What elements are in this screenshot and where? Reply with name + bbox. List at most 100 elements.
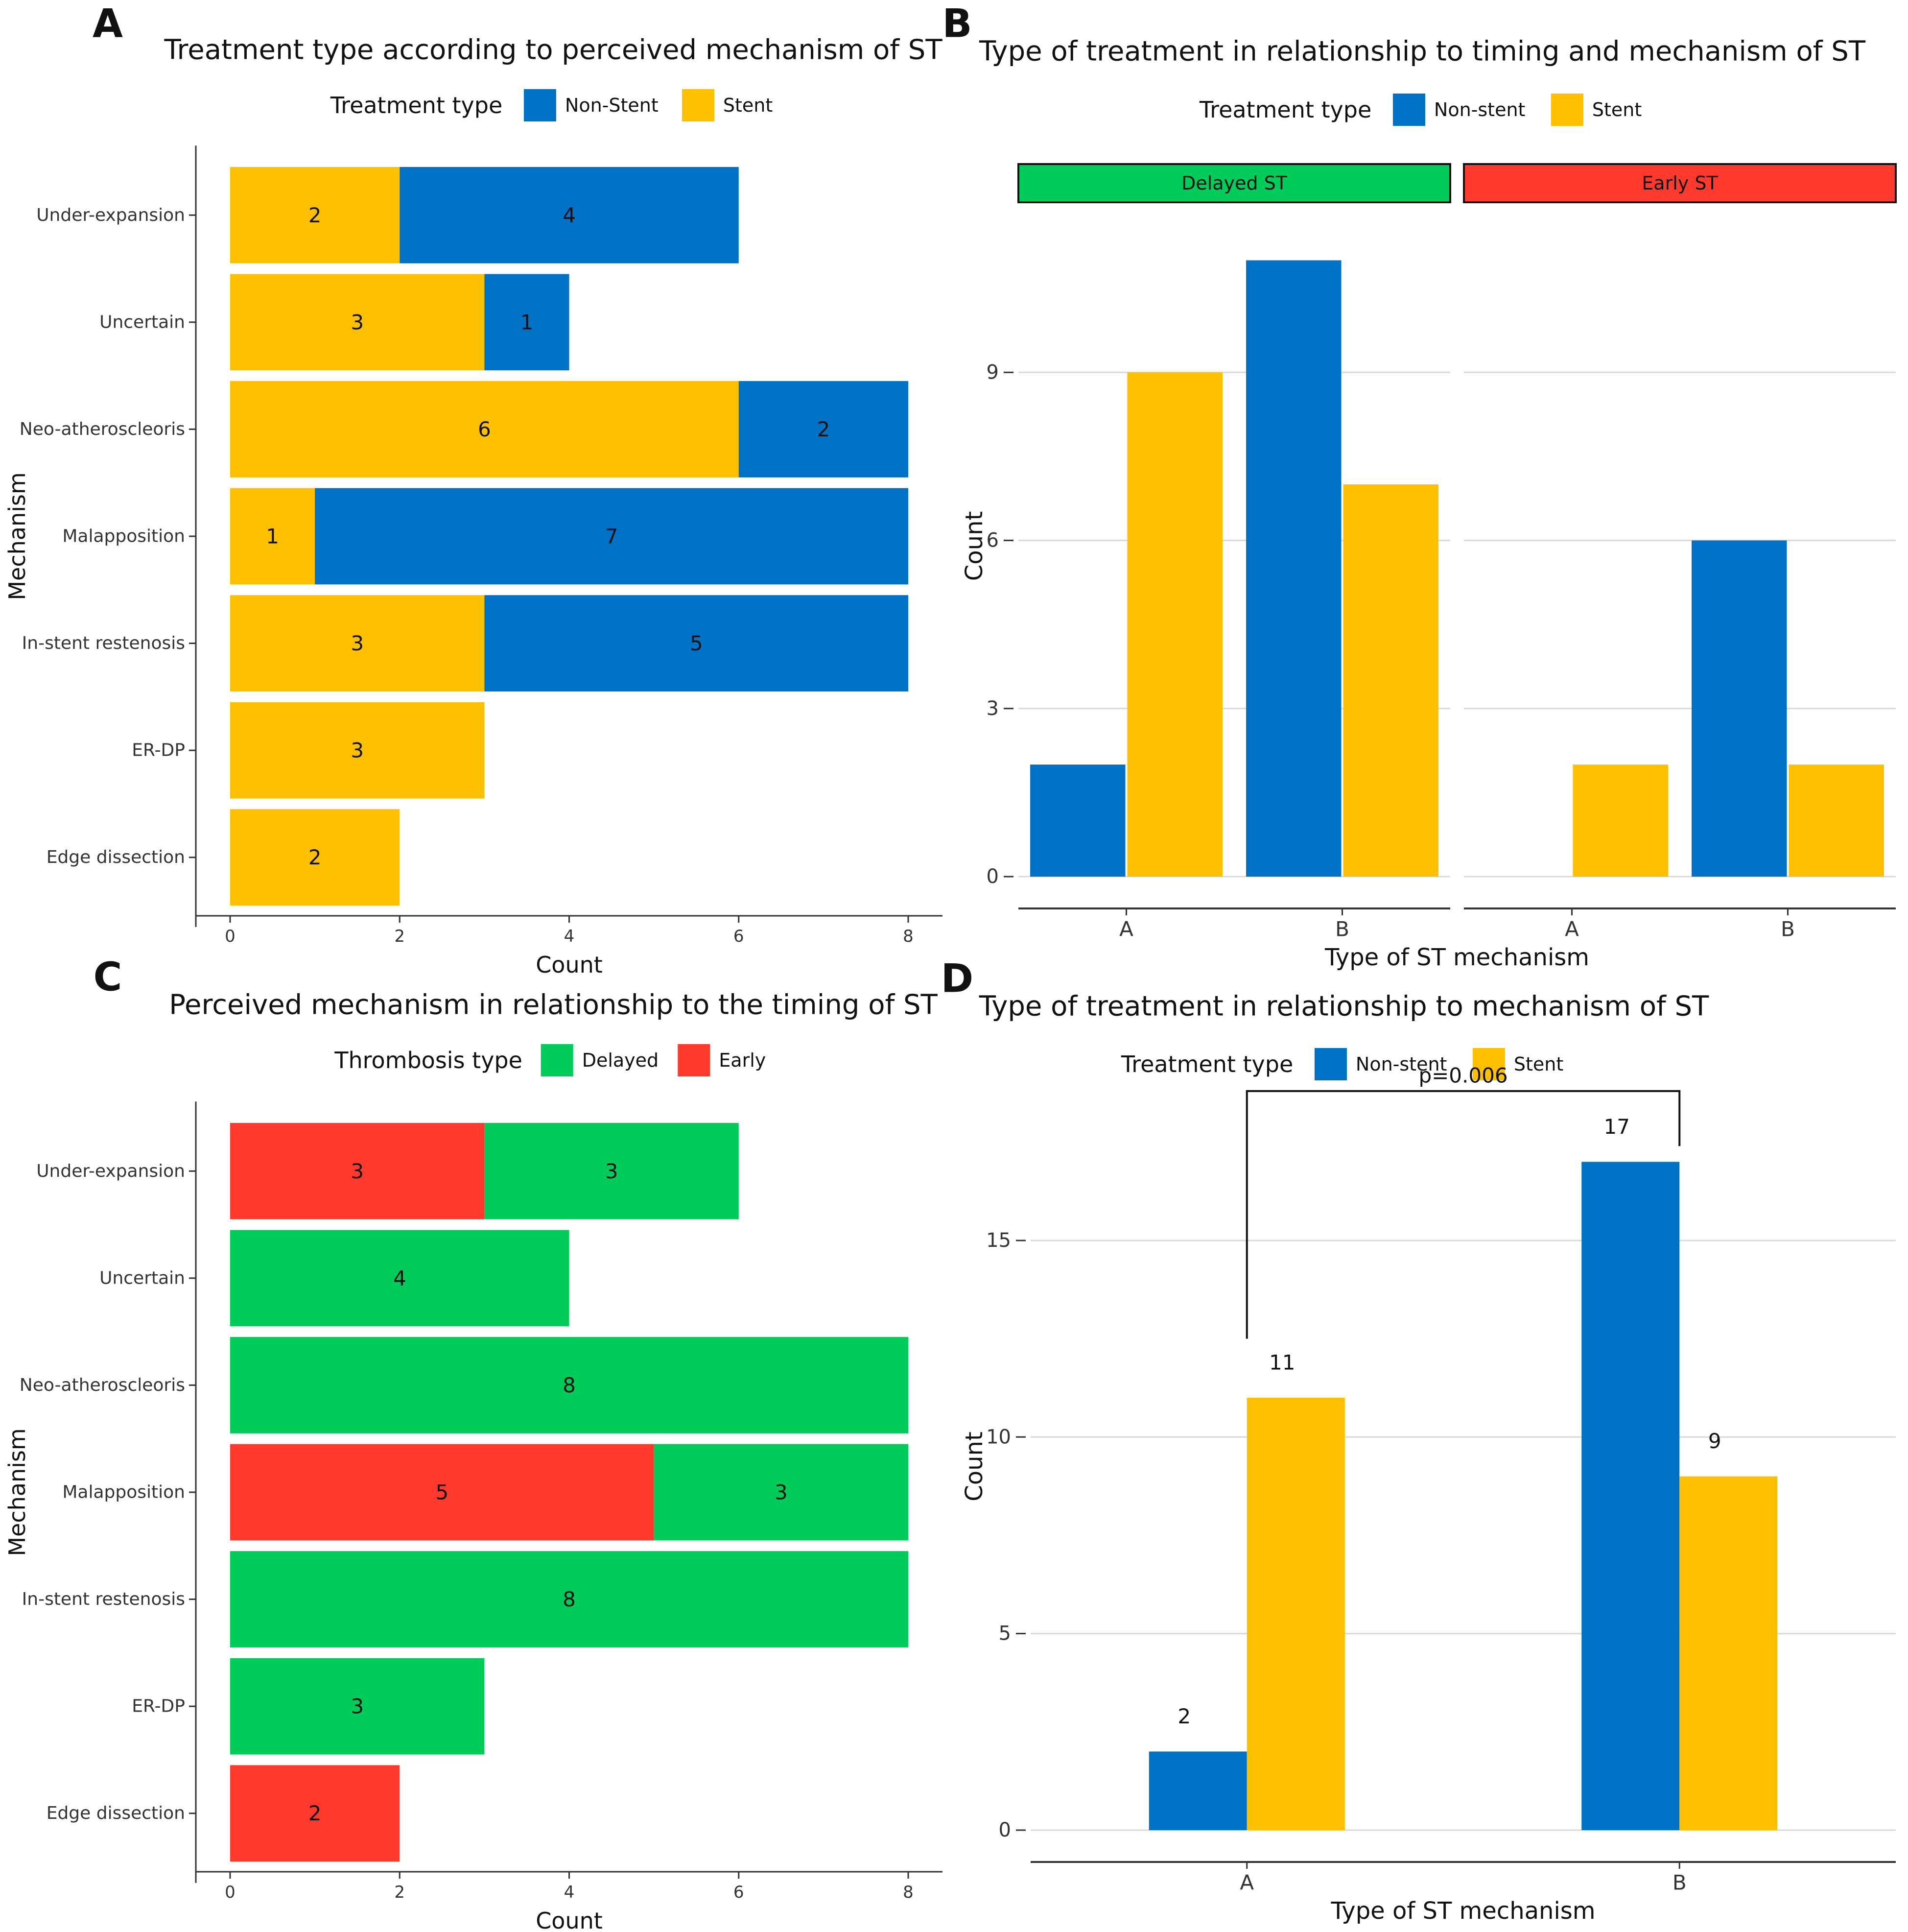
y-tick-label-er-dp: ER-DP (132, 740, 185, 761)
bar-neo-atheroscleoris-delayed (230, 1337, 908, 1433)
bar-delayed-st-a-non-stent (1030, 764, 1126, 877)
data-label-a-stent: 11 (1269, 1351, 1295, 1375)
y-tick-label-under-expansion: Under-expansion (36, 205, 185, 225)
bar-a-non-stent (1149, 1751, 1247, 1830)
panel-letter-c: C (94, 954, 122, 1000)
y-tick-label: 10 (986, 1426, 1011, 1448)
bar-neo-atheroscleoris-non-stent (738, 381, 908, 477)
legend-b: Treatment type Non-stent Stent (1199, 94, 1642, 126)
data-label-b-non-stent: 17 (1604, 1115, 1630, 1139)
plot-area-b: 0 3 6 9 Delayed ST A B Early ST A B Type of ST mec… (961, 163, 1897, 971)
x-tick-label: 0 (225, 1883, 236, 1902)
legend-swatch-stent (682, 89, 714, 121)
panel-letter-a: A (93, 1, 123, 47)
x-axis-title-a: Count (536, 952, 603, 978)
bar-delayed-st-b-stent (1343, 484, 1438, 877)
legend-title: Treatment type (1199, 96, 1371, 123)
bar-a-stent (1247, 1398, 1345, 1830)
data-label-neo-atheroscleoris-stent: 6 (478, 417, 491, 441)
legend-swatch-stent (1472, 1048, 1505, 1080)
y-tick-label-in-stent-restenosis: In-stent restenosis (22, 1589, 185, 1609)
legend-label-non-stent: Non-stent (1434, 99, 1526, 120)
x-tick-label: 8 (903, 927, 914, 946)
data-label-edge-dissection-stent: 2 (308, 845, 322, 869)
bar-b-stent (1679, 1476, 1778, 1830)
data-label-under-expansion-non-stent: 4 (563, 203, 576, 227)
bar-er-dp-stent (230, 702, 485, 799)
data-label-uncertain-non-stent: 1 (520, 310, 534, 334)
y-tick-label-malapposition: Malapposition (62, 1482, 185, 1503)
bar-delayed-st-a-stent (1127, 372, 1223, 877)
x-tick-label-a: A (1119, 917, 1133, 941)
chart-title-a: Treatment type according to perceived me… (164, 34, 942, 66)
data-label-malapposition-stent: 1 (266, 525, 279, 549)
facet-strip-label-delayed-st: Delayed ST (1181, 172, 1288, 194)
y-tick-label-malapposition: Malapposition (62, 526, 185, 547)
data-label-under-expansion-early: 3 (351, 1159, 364, 1183)
y-tick-label-in-stent-restenosis: In-stent restenosis (22, 633, 185, 653)
bar-delayed-st-b-non-stent (1246, 260, 1342, 877)
significance-label: p=0.006 (1418, 1063, 1508, 1087)
bar-early-st-a-stent (1573, 764, 1668, 877)
data-label-under-expansion-delayed: 3 (605, 1159, 618, 1183)
y-tick-label-neo-atheroscleoris: Neo-atheroscleoris (20, 1375, 185, 1395)
facet-strip-early-st (1463, 163, 1897, 203)
data-label-a-non-stent: 2 (1178, 1704, 1191, 1728)
x-axis-title-c: Count (536, 1908, 603, 1932)
chart-title-b: Type of treatment in relationship to tim… (979, 36, 1866, 68)
legend-c: Thrombosis type Delayed Early (334, 1044, 766, 1076)
legend-label-stent: Stent (1592, 99, 1642, 120)
bar-uncertain-stent (230, 274, 485, 371)
x-tick-label-a: A (1240, 1871, 1254, 1895)
x-tick-label-b: B (1781, 917, 1795, 941)
x-axis-title-d: Type of ST mechanism (1330, 1897, 1595, 1925)
x-tick-label: 2 (394, 927, 405, 946)
legend-label-non-stent: Non-Stent (565, 95, 659, 116)
y-axis-title-c: Mechanism (4, 1428, 30, 1556)
y-tick-label-uncertain: Uncertain (99, 312, 185, 332)
x-tick-label: 4 (564, 1883, 575, 1902)
bar-malapposition-early (230, 1444, 654, 1541)
bar-uncertain-delayed (230, 1230, 569, 1327)
y-tick-label: 0 (999, 1819, 1011, 1841)
y-tick-label-neo-atheroscleoris: Neo-atheroscleoris (20, 419, 185, 439)
bar-neo-atheroscleoris-stent (230, 381, 739, 477)
y-tick-label-under-expansion: Under-expansion (36, 1161, 185, 1181)
facet-strip-delayed-st (1017, 163, 1451, 203)
data-label-in-stent-restenosis-delayed: 8 (563, 1587, 576, 1611)
facet-early-st: Early ST A B (1463, 163, 1897, 941)
x-tick-label-b: B (1672, 1871, 1687, 1895)
y-tick-label-edge-dissection: Edge dissection (47, 1803, 185, 1823)
x-tick-label: 8 (903, 1883, 914, 1902)
bar-malapposition-stent (230, 488, 315, 585)
legend-title: Treatment type (330, 92, 502, 119)
plot-area-c: Under-expansion 3 3 Uncertain 4 Neo-atheroscl… (4, 1101, 942, 1932)
bar-under-expansion-early (230, 1122, 485, 1219)
y-tick-label: 0 (987, 865, 999, 888)
y-tick-label: 9 (987, 361, 999, 383)
bar-under-expansion-non-stent (400, 167, 739, 263)
bar-under-expansion-delayed (484, 1122, 739, 1219)
data-label-malapposition-early: 5 (435, 1480, 448, 1504)
data-label-in-stent-restenosis-stent: 3 (351, 631, 364, 655)
bar-in-stent-restenosis-stent (230, 595, 485, 692)
y-tick-label-uncertain: Uncertain (99, 1268, 185, 1288)
legend-label-stent: Stent (1514, 1053, 1563, 1075)
legend-label-non-stent: Non-stent (1356, 1053, 1447, 1075)
data-label-under-expansion-stent: 2 (308, 203, 322, 227)
x-tick-label: 2 (394, 1883, 405, 1902)
y-axis-title-a: Mechanism (4, 472, 30, 600)
legend-d: Treatment type Non-stent Stent (1121, 1048, 1563, 1080)
y-tick-label: 15 (986, 1229, 1011, 1252)
bar-in-stent-restenosis-non-stent (484, 595, 908, 692)
bar-malapposition-non-stent (315, 488, 908, 585)
bar-under-expansion-stent (230, 167, 400, 263)
x-axis-title-b: Type of ST mechanism (1324, 944, 1589, 971)
bar-malapposition-delayed (654, 1444, 908, 1541)
x-tick-label: 6 (733, 927, 744, 946)
x-tick-label: 0 (225, 927, 236, 946)
data-label-b-stent: 9 (1708, 1429, 1721, 1453)
data-label-neo-atheroscleoris-delayed: 8 (563, 1373, 576, 1397)
legend-swatch-non-stent (1314, 1048, 1347, 1080)
bar-in-stent-restenosis-delayed (230, 1551, 908, 1647)
